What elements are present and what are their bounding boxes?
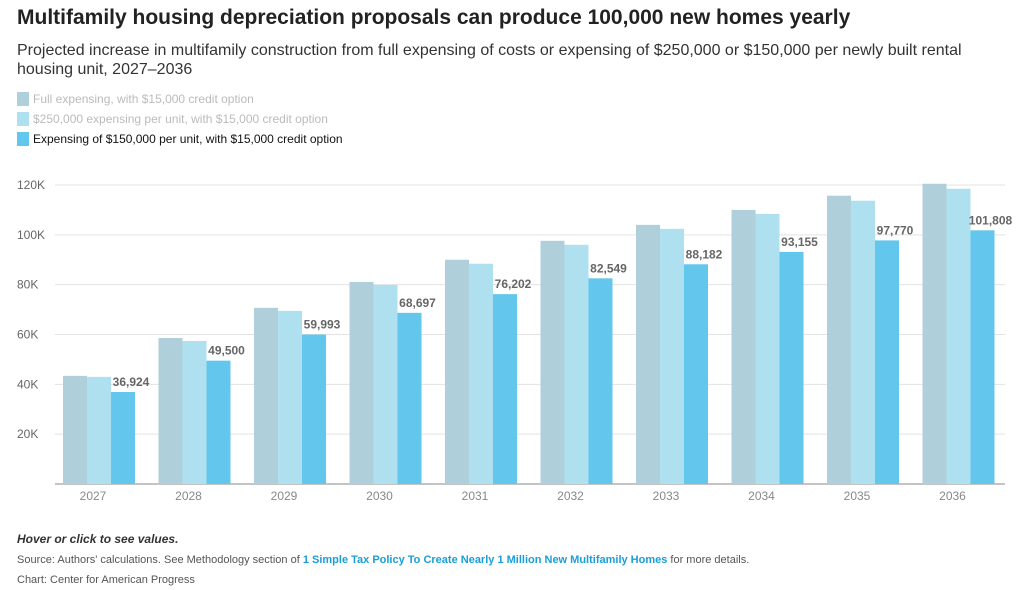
data-label: 76,202 — [495, 277, 532, 291]
bar[interactable] — [779, 251, 804, 484]
chart-title: Multifamily housing depreciation proposa… — [17, 6, 851, 29]
bar[interactable] — [946, 188, 971, 485]
bar[interactable] — [373, 284, 398, 484]
bar[interactable] — [63, 375, 87, 484]
x-tick-label: 2033 — [653, 489, 680, 503]
legend-swatch — [17, 92, 29, 106]
data-label: 97,770 — [877, 223, 914, 237]
x-tick-label: 2035 — [844, 489, 871, 503]
x-tick-label: 2036 — [939, 489, 966, 503]
legend-label: $250,000 expensing per unit, with $15,00… — [33, 112, 328, 126]
bar[interactable] — [660, 228, 684, 484]
x-tick-label: 2032 — [557, 489, 584, 503]
bar[interactable] — [182, 340, 207, 484]
bar[interactable] — [540, 240, 565, 484]
bar[interactable] — [564, 244, 589, 484]
data-label: 49,500 — [208, 344, 245, 358]
bar[interactable] — [970, 230, 995, 484]
bar[interactable] — [684, 264, 708, 484]
data-label: 93,155 — [781, 235, 818, 249]
legend-label: Expensing of $150,000 per unit, with $15… — [33, 132, 343, 146]
bar[interactable] — [493, 294, 517, 484]
legend-swatch — [17, 132, 29, 146]
bar[interactable] — [827, 195, 851, 484]
bar[interactable] — [87, 376, 111, 484]
bar[interactable] — [278, 310, 302, 484]
y-tick-label: 60K — [17, 328, 38, 342]
bar-chart: 20K 40K 60K 80K 100K 120K 36,924 2027 49,500 2028… — [17, 178, 1013, 503]
y-tick-label: 100K — [17, 228, 45, 242]
data-label: 82,549 — [590, 261, 627, 275]
bar[interactable] — [731, 209, 756, 484]
legend-item[interactable]: $250,000 expensing per unit, with $15,00… — [17, 109, 343, 129]
chart-credit: Chart: Center for American Progress — [17, 574, 195, 586]
legend: Full expensing, with $15,000 credit opti… — [17, 89, 343, 149]
y-tick-label: 20K — [17, 427, 38, 441]
x-tick-label: 2027 — [80, 489, 107, 503]
x-tick-label: 2034 — [748, 489, 775, 503]
legend-swatch — [17, 112, 29, 126]
chart-subtitle: Projected increase in multifamily constr… — [17, 42, 962, 78]
hint-text: Hover or click to see values. — [17, 532, 179, 546]
bar[interactable] — [875, 240, 899, 484]
bar[interactable] — [636, 224, 660, 484]
source-prefix: Source: Authors' calculations. See Metho… — [17, 554, 303, 566]
source-link[interactable]: 1 Simple Tax Policy To Create Nearly 1 M… — [302, 554, 668, 566]
legend-item[interactable]: Expensing of $150,000 per unit, with $15… — [17, 129, 343, 149]
x-tick-label: 2030 — [366, 489, 393, 503]
bar[interactable] — [206, 360, 231, 484]
bar[interactable] — [111, 391, 135, 484]
source-note: Source: Authors' calculations. See Metho… — [17, 554, 749, 566]
bar[interactable] — [469, 263, 493, 484]
bar[interactable] — [158, 337, 183, 484]
data-label: 68,697 — [399, 296, 436, 310]
x-tick-label: 2028 — [175, 489, 202, 503]
data-label: 36,924 — [113, 375, 150, 389]
bar[interactable] — [588, 278, 613, 484]
legend-label: Full expensing, with $15,000 credit opti… — [33, 92, 254, 106]
bar[interactable] — [254, 307, 278, 484]
data-label: 59,993 — [304, 318, 341, 332]
bar[interactable] — [922, 183, 947, 485]
y-tick-label: 120K — [17, 178, 45, 192]
data-label: 88,182 — [686, 247, 723, 261]
data-label: 101,808 — [969, 213, 1013, 227]
x-tick-label: 2031 — [462, 489, 489, 503]
source-suffix: for more details. — [667, 554, 750, 566]
bar[interactable] — [445, 259, 469, 484]
bar[interactable] — [397, 312, 422, 484]
bar[interactable] — [302, 334, 326, 484]
legend-item[interactable]: Full expensing, with $15,000 credit opti… — [17, 89, 343, 109]
bar[interactable] — [349, 281, 374, 484]
bar[interactable] — [755, 213, 780, 485]
y-tick-label: 40K — [17, 377, 38, 391]
y-tick-label: 80K — [17, 278, 38, 292]
bar[interactable] — [851, 200, 875, 484]
x-tick-label: 2029 — [271, 489, 298, 503]
